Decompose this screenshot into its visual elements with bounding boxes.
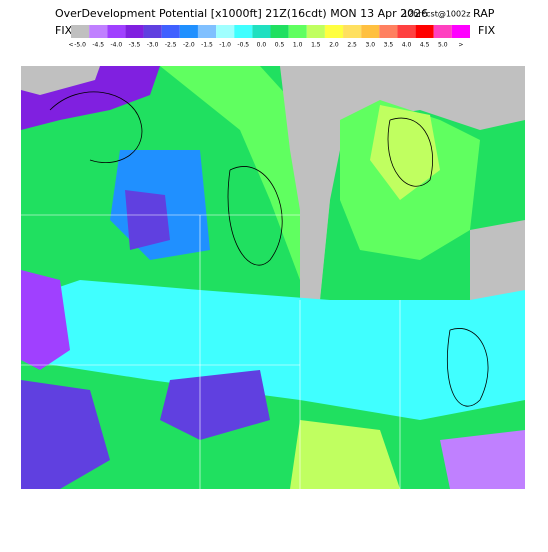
fix-right: FIX (478, 24, 496, 37)
lake-erie (470, 220, 525, 300)
swatch (234, 25, 253, 38)
colorbar-label: -4.5 (92, 42, 104, 49)
colorbar-label: 3.0 (365, 42, 375, 49)
colorbar-label: 4.0 (402, 42, 412, 49)
colorbar-label: -4.0 (110, 42, 122, 49)
swatch (107, 25, 126, 38)
model: RAP (473, 7, 495, 20)
colorbar-label: 1.0 (293, 42, 303, 49)
swatch (161, 25, 180, 38)
colorbar-label: -0.5 (237, 42, 249, 49)
colorbar-label: -1.5 (201, 42, 213, 49)
swatch (125, 25, 144, 38)
colorbar-label: 2.5 (347, 42, 357, 49)
region (21, 270, 70, 370)
colorbar-label: 4.5 (420, 42, 430, 49)
fix-left: FIX (55, 24, 73, 37)
colorbar-label: 2.0 (329, 42, 339, 49)
region (370, 105, 440, 200)
colorbar-label: -3.0 (147, 42, 159, 49)
colorbar-label: 3.5 (384, 42, 394, 49)
region (160, 370, 270, 440)
colorbar-label: 0.0 (257, 42, 267, 49)
forecast: 12hrFcst@1002z (403, 10, 470, 19)
swatch (324, 25, 344, 38)
swatch (197, 25, 217, 38)
colorbar-label: -2.0 (183, 42, 195, 49)
swatch (71, 25, 90, 38)
colorbar-label: -5.0 (74, 42, 86, 49)
colorbar-label: 1.5 (311, 42, 321, 49)
swatch (343, 25, 362, 38)
swatch (361, 25, 380, 38)
region (290, 420, 400, 489)
swatch (397, 25, 416, 38)
swatch (270, 25, 289, 38)
borders (21, 214, 401, 489)
swatch (379, 25, 398, 38)
region (21, 380, 110, 489)
swatch (288, 25, 307, 38)
region (21, 280, 525, 420)
colorbar-label: < (68, 42, 73, 49)
swatch (306, 25, 325, 38)
colorbar: < -5.0 -4.5 -4.0 -3.5 -3.0 -2.5 -2.0 -1.5 -1.0 -0.… (68, 25, 470, 49)
swatch (451, 25, 470, 38)
colorbar-label: -3.5 (129, 42, 141, 49)
title: OverDevelopment Potential [x1000ft] 21Z(… (55, 7, 428, 20)
swatch (216, 25, 235, 38)
colorbar-label: 5.0 (438, 42, 448, 49)
swatch (143, 25, 162, 38)
colorbar-label: 0.5 (275, 42, 285, 49)
swatch (433, 25, 452, 38)
region (125, 190, 170, 250)
map (21, 66, 525, 489)
swatch (89, 25, 108, 38)
swatch (415, 25, 434, 38)
colorbar-label: -1.0 (219, 42, 231, 49)
colorbar-label: > (458, 42, 463, 49)
contours (49, 91, 489, 407)
swatch (252, 25, 271, 38)
colorbar-label: -2.5 (165, 42, 177, 49)
swatch (179, 25, 198, 38)
land-gray (21, 66, 100, 95)
region (440, 430, 525, 489)
